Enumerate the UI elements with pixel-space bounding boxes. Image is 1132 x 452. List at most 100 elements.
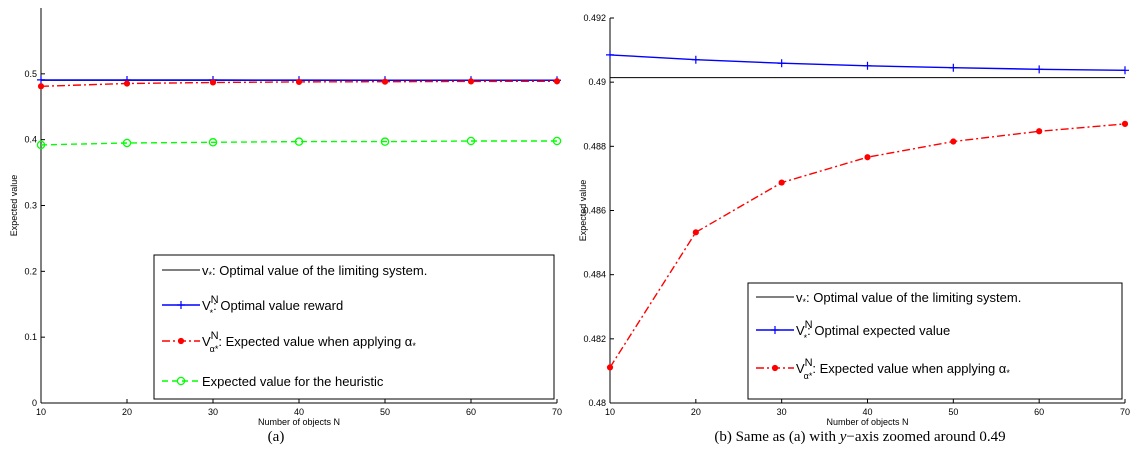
y-tick-label: 0.492 bbox=[583, 13, 606, 23]
y-tick-label: 0.488 bbox=[583, 141, 606, 151]
x-tick-label: 50 bbox=[948, 407, 958, 417]
legend-symbol: V bbox=[796, 323, 805, 338]
data-point bbox=[606, 50, 614, 59]
caption-part: (b) Same as (a) with bbox=[714, 429, 839, 445]
y-tick-label: 0.484 bbox=[583, 270, 606, 280]
data-point bbox=[209, 79, 217, 86]
data-point bbox=[950, 138, 957, 145]
x-tick-label: 10 bbox=[36, 407, 46, 417]
data-point bbox=[864, 154, 871, 161]
data-point bbox=[37, 83, 45, 90]
data-point bbox=[208, 138, 218, 147]
series-2 bbox=[606, 120, 1129, 371]
series-1 bbox=[606, 50, 1129, 75]
y-tick-label: 0.486 bbox=[583, 206, 606, 216]
legend-box bbox=[747, 282, 1123, 400]
legend-symbol: V bbox=[796, 361, 805, 376]
x-tick-label: 60 bbox=[466, 407, 476, 417]
legend-label: VN *: Optimal expected value bbox=[796, 319, 950, 343]
legend-subscript: * bbox=[210, 308, 214, 318]
x-tick-label: 30 bbox=[208, 407, 218, 417]
chart-panel-b: 10 20 30 40 50 60 70 0.48 0.482 0.484 0.486 0.488 0.… bbox=[578, 13, 1130, 445]
legend-text: Expected value for the heuristic bbox=[202, 374, 384, 389]
data-point bbox=[778, 179, 785, 186]
x-tick-label: 20 bbox=[691, 407, 701, 417]
chart-panel-a: 10 20 30 40 50 60 70 0 0.1 0.2 0.3 0.4 0.5 Number of … bbox=[9, 8, 562, 445]
data-point bbox=[552, 136, 562, 146]
legend-superscript: N bbox=[805, 357, 813, 369]
legend: v*: Optimal value of the limiting system… bbox=[747, 282, 1123, 400]
x-axis-label: Number of objects N bbox=[826, 417, 908, 427]
y-axis-label: Expected value bbox=[578, 180, 588, 242]
legend-label: v*: Optimal value of the limiting system… bbox=[796, 290, 1021, 307]
x-tick-label: 30 bbox=[777, 407, 787, 417]
x-tick-label: 40 bbox=[294, 407, 304, 417]
legend-symbol: V bbox=[202, 334, 211, 349]
x-tick-label: 20 bbox=[122, 407, 132, 417]
data-point bbox=[949, 63, 958, 72]
data-point bbox=[123, 80, 131, 87]
legend-subscript: * bbox=[1006, 368, 1010, 378]
y-tick-label: 0.482 bbox=[583, 334, 606, 344]
x-axis-label: Number of objects N bbox=[258, 417, 340, 427]
data-point bbox=[36, 140, 46, 150]
data-point bbox=[777, 59, 786, 68]
series-line bbox=[40, 140, 557, 146]
data-point bbox=[606, 364, 614, 371]
y-tick-label: 0.1 bbox=[24, 332, 37, 342]
x-tick-label: 70 bbox=[1120, 407, 1130, 417]
legend-label: VN *: Optimal value reward bbox=[202, 294, 343, 318]
series-2 bbox=[37, 78, 561, 90]
data-point bbox=[1036, 128, 1043, 135]
caption: (b) Same as (a) with y−axis zoomed aroun… bbox=[714, 429, 1005, 445]
x-tick-label: 70 bbox=[552, 407, 562, 417]
data-point bbox=[466, 136, 476, 146]
legend-text: : Optimal value of the limiting system. bbox=[806, 290, 1021, 305]
legend-subscript: * bbox=[412, 341, 416, 351]
caption-part: −axis zoomed around 0.49 bbox=[846, 429, 1005, 445]
data-point bbox=[122, 138, 132, 148]
legend-marker bbox=[771, 364, 779, 372]
data-point bbox=[1121, 120, 1129, 127]
x-tick-label: 50 bbox=[380, 407, 390, 417]
legend-text: : Expected value when applying α bbox=[812, 361, 1006, 376]
legend-marker bbox=[771, 326, 779, 334]
data-point bbox=[1121, 66, 1129, 75]
legend-superscript: N bbox=[211, 294, 219, 306]
data-point bbox=[1035, 65, 1044, 74]
legend: v*: Optimal value of the limiting system… bbox=[153, 254, 555, 400]
y-tick-label: 0 bbox=[32, 398, 37, 408]
legend-symbol: v bbox=[202, 263, 209, 278]
legend-label: VN α*: Expected value when applying α* bbox=[796, 357, 1010, 381]
legend-subscript: α* bbox=[804, 371, 813, 381]
legend-subscript: * bbox=[209, 270, 213, 280]
y-tick-label: 0.3 bbox=[24, 201, 37, 211]
legend-text: : Optimal value reward bbox=[213, 298, 343, 313]
y-axis-label: Expected value bbox=[9, 175, 19, 237]
x-tick-label: 60 bbox=[1034, 407, 1044, 417]
x-tick-label: 10 bbox=[605, 407, 615, 417]
legend-text: : Expected value when applying α bbox=[218, 334, 412, 349]
y-tick-label: 0.5 bbox=[24, 69, 37, 79]
y-tick-label: 0.4 bbox=[24, 135, 37, 145]
legend-subscript: * bbox=[804, 333, 808, 343]
x-tick-label: 40 bbox=[862, 407, 872, 417]
y-tick-label: 0.2 bbox=[24, 266, 37, 276]
legend-box bbox=[153, 254, 555, 400]
legend-symbol: V bbox=[202, 298, 211, 313]
data-point bbox=[380, 137, 390, 146]
y-tick-label: 0.48 bbox=[588, 398, 606, 408]
legend-label: VN α*: Expected value when applying α* bbox=[202, 330, 416, 354]
legend-symbol: v bbox=[796, 290, 803, 305]
legend-subscript: * bbox=[803, 297, 807, 307]
series-3 bbox=[36, 136, 562, 150]
data-point bbox=[691, 55, 700, 64]
legend-label: Expected value for the heuristic bbox=[202, 374, 384, 389]
legend-text: : Optimal value of the limiting system. bbox=[212, 263, 427, 278]
data-point bbox=[294, 137, 304, 146]
caption-part: y bbox=[838, 429, 847, 445]
data-point bbox=[37, 75, 45, 84]
data-point bbox=[381, 78, 389, 85]
data-point bbox=[553, 78, 561, 85]
